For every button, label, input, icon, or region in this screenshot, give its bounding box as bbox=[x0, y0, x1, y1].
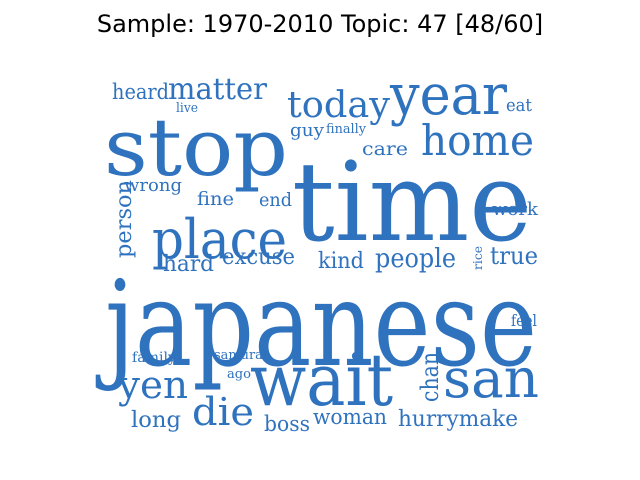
word-yen: yen bbox=[117, 363, 188, 407]
word-home: home bbox=[421, 116, 534, 165]
word-place: place bbox=[152, 208, 287, 271]
word-rice: rice bbox=[471, 246, 485, 270]
word-wait: wait bbox=[250, 338, 393, 422]
word-work: work bbox=[492, 199, 539, 220]
word-fine: fine bbox=[197, 188, 234, 210]
word-person: person bbox=[112, 180, 137, 258]
word-family: family bbox=[132, 350, 176, 366]
word-time: time bbox=[292, 138, 532, 266]
word-heard: heard bbox=[112, 80, 169, 104]
word-hurrymake: hurrymake bbox=[398, 407, 518, 432]
word-feel: feel bbox=[511, 311, 537, 330]
word-eat: eat bbox=[506, 95, 533, 116]
word-wrong: wrong bbox=[124, 175, 182, 196]
word-stop: stop bbox=[104, 101, 288, 194]
word-care: care bbox=[362, 138, 408, 160]
chart-title: Sample: 1970-2010 Topic: 47 [48/60] bbox=[96, 10, 544, 38]
word-today: today bbox=[287, 85, 391, 126]
word-long: long bbox=[131, 408, 181, 433]
word-guy: guy bbox=[290, 120, 325, 141]
word-people: people bbox=[375, 244, 456, 274]
word-finally: finally bbox=[326, 122, 367, 137]
word-kind: kind bbox=[318, 249, 364, 274]
word-end: end bbox=[259, 189, 292, 211]
word-boss: boss bbox=[264, 412, 310, 436]
word-japanese: japanese bbox=[95, 255, 537, 393]
word-excuse: excuse bbox=[222, 245, 295, 270]
word-live: live bbox=[176, 101, 198, 116]
word-die: die bbox=[192, 390, 254, 434]
word-woman: woman bbox=[313, 405, 387, 429]
word-year: year bbox=[389, 63, 507, 128]
word-true: true bbox=[490, 242, 538, 270]
word-chan: chan bbox=[416, 352, 444, 402]
word-samurai: samurai bbox=[214, 348, 267, 363]
word-matter: matter bbox=[168, 72, 268, 107]
word-san: san bbox=[443, 347, 539, 410]
word-hard: hard bbox=[163, 252, 214, 277]
word-ago: ago bbox=[227, 367, 251, 382]
